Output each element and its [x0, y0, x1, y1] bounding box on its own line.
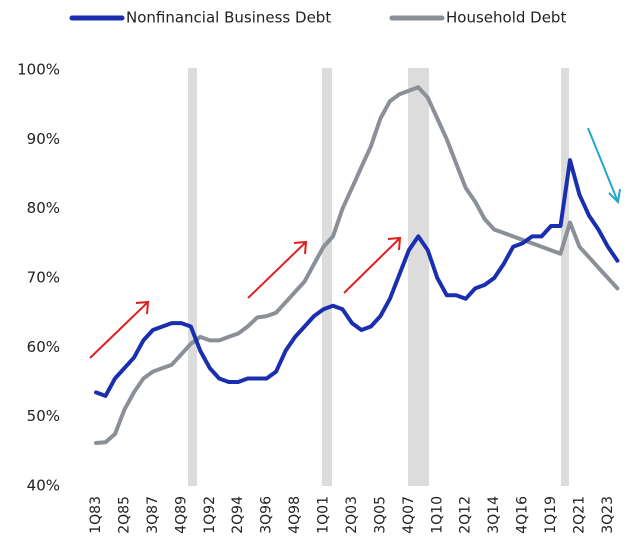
x-tick-label: 1Q83	[88, 496, 104, 534]
x-tick-label: 4Q89	[173, 496, 189, 534]
x-tick-label: 3Q05	[372, 496, 388, 534]
x-tick-label: 1Q10	[429, 496, 445, 534]
y-tick-label: 80%	[27, 199, 60, 217]
x-tick-label: 4Q07	[401, 496, 417, 534]
x-tick-label: 2Q85	[116, 496, 132, 534]
trend-arrows	[89, 127, 621, 359]
legend-label: Household Debt	[446, 9, 566, 27]
series-line	[94, 158, 620, 398]
x-tick-label: 3Q96	[259, 496, 275, 534]
x-tick-label: 1Q01	[316, 496, 332, 534]
x-tick-label: 1Q19	[543, 496, 559, 534]
y-tick-label: 60%	[27, 338, 60, 356]
y-tick-label: 50%	[27, 407, 60, 425]
x-tick-label: 2Q12	[458, 496, 474, 534]
series-line	[94, 85, 620, 445]
y-tick-label: 90%	[27, 130, 60, 148]
x-tick-label: 3Q23	[600, 496, 616, 534]
recession-shading	[188, 68, 569, 486]
y-tick-label: 100%	[17, 61, 60, 79]
x-tick-label: 1Q92	[202, 496, 218, 534]
x-tick-label: 2Q03	[344, 496, 360, 534]
x-tick-label: 2Q21	[571, 496, 587, 534]
legend-label: Nonfinancial Business Debt	[126, 9, 331, 27]
x-tick-label: 4Q98	[287, 496, 303, 534]
x-tick-label: 3Q87	[145, 496, 161, 534]
x-tick-label: 4Q16	[515, 496, 531, 534]
x-tick-label: 3Q14	[486, 496, 502, 534]
x-tick-label: 2Q94	[230, 496, 246, 534]
y-tick-label: 70%	[27, 269, 60, 287]
y-tick-label: 40%	[27, 477, 60, 495]
